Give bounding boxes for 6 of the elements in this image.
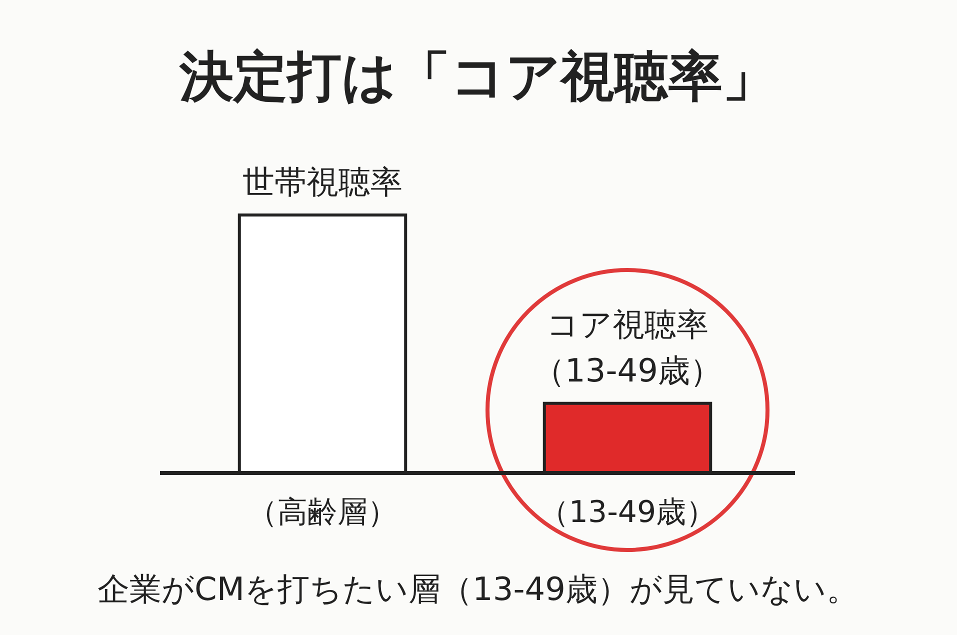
text: 企業がCMを打ちたい層（13-49歳）が見ていない。 bbox=[98, 570, 858, 608]
annotation: 世帯視聴率 bbox=[242, 163, 402, 201]
annotation: コア視聴率 bbox=[546, 305, 708, 344]
chart-title: 決定打は「コア視聴率」 bbox=[178, 45, 776, 108]
annotation: （13-49歳） bbox=[533, 351, 722, 390]
x-tick-label: （高齢層） bbox=[248, 495, 398, 530]
